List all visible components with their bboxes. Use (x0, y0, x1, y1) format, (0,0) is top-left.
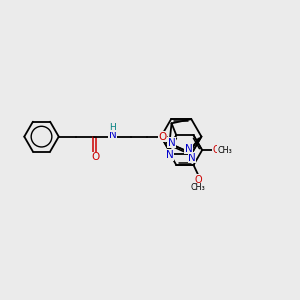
Text: N: N (109, 130, 117, 140)
Text: H: H (110, 123, 116, 132)
Text: CH₃: CH₃ (190, 183, 206, 192)
Text: O: O (91, 152, 99, 162)
Text: N: N (188, 153, 196, 163)
Text: N: N (184, 144, 192, 154)
Text: O: O (158, 132, 166, 142)
Text: O: O (212, 145, 220, 155)
Text: O: O (194, 175, 202, 184)
Text: N: N (168, 138, 176, 148)
Text: CH₃: CH₃ (218, 146, 232, 154)
Text: N: N (166, 150, 173, 160)
